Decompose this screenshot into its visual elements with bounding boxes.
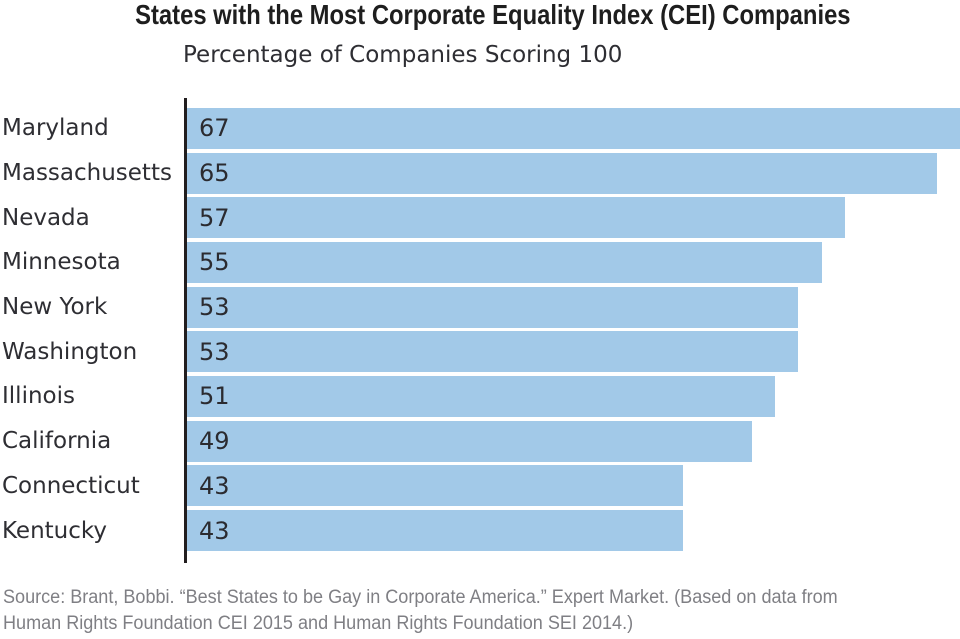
chart-row: Nevada 57 — [0, 195, 960, 240]
bar: 65 — [187, 152, 937, 194]
chart-row: Maryland 67 — [0, 106, 960, 151]
bar-track: 53 — [187, 331, 960, 373]
bar: 57 — [187, 197, 845, 239]
category-label: Massachusetts — [2, 160, 172, 187]
bar: 43 — [187, 465, 684, 507]
value-label: 65 — [199, 159, 230, 188]
source-line-2: Human Rights Foundation CEI 2015 and Hum… — [3, 612, 634, 634]
bar: 67 — [187, 107, 960, 149]
category-label: Connecticut — [2, 472, 140, 499]
category-label: Nevada — [2, 204, 90, 231]
bar: 49 — [187, 420, 753, 462]
value-label: 55 — [199, 248, 230, 277]
bar-track: 43 — [187, 465, 960, 507]
value-label: 57 — [199, 203, 230, 232]
value-label: 43 — [199, 516, 230, 545]
chart-row: New York 53 — [0, 285, 960, 330]
category-label: Maryland — [2, 115, 109, 142]
bar-track: 67 — [187, 107, 960, 149]
category-label: Washington — [2, 338, 138, 365]
category-label: New York — [2, 294, 108, 321]
chart-row: Connecticut 43 — [0, 464, 960, 509]
bar: 53 — [187, 286, 799, 328]
bar-track: 55 — [187, 241, 960, 283]
bar: 55 — [187, 241, 822, 283]
plot-area: Maryland 67 Massachusetts 65 Nevada 57 M… — [0, 98, 960, 563]
bar: 43 — [187, 510, 684, 552]
value-label: 53 — [199, 337, 230, 366]
chart-row: Washington 53 — [0, 329, 960, 374]
chart-row: Illinois 51 — [0, 374, 960, 419]
bar-track: 57 — [187, 197, 960, 239]
value-label: 49 — [199, 427, 230, 456]
category-label: California — [2, 428, 112, 455]
category-label: Minnesota — [2, 249, 121, 276]
bar: 53 — [187, 331, 799, 373]
chart-row: Minnesota 55 — [0, 240, 960, 285]
bar-track: 49 — [187, 420, 960, 462]
category-label: Illinois — [2, 383, 75, 410]
value-label: 67 — [199, 114, 230, 143]
chart-title: States with the Most Corporate Equality … — [135, 0, 851, 30]
bar-track: 53 — [187, 286, 960, 328]
value-label: 43 — [199, 471, 230, 500]
y-axis-line — [184, 98, 187, 563]
value-label: 51 — [199, 382, 230, 411]
source-citation: Source: Brant, Bobbi. “Best States to be… — [3, 585, 910, 636]
chart-row: Massachusetts 65 — [0, 151, 960, 196]
bar-track: 65 — [187, 152, 960, 194]
category-label: Kentucky — [2, 517, 108, 544]
bar-track: 43 — [187, 510, 960, 552]
value-label: 53 — [199, 293, 230, 322]
chart-rows: Maryland 67 Massachusetts 65 Nevada 57 M… — [0, 106, 960, 553]
source-line-1: Source: Brant, Bobbi. “Best States to be… — [3, 587, 838, 608]
chart-subtitle: Percentage of Companies Scoring 100 — [183, 42, 623, 68]
chart-row: California 49 — [0, 419, 960, 464]
chart-row: Kentucky 43 — [0, 508, 960, 553]
bar: 51 — [187, 375, 776, 417]
bar-track: 51 — [187, 375, 960, 417]
